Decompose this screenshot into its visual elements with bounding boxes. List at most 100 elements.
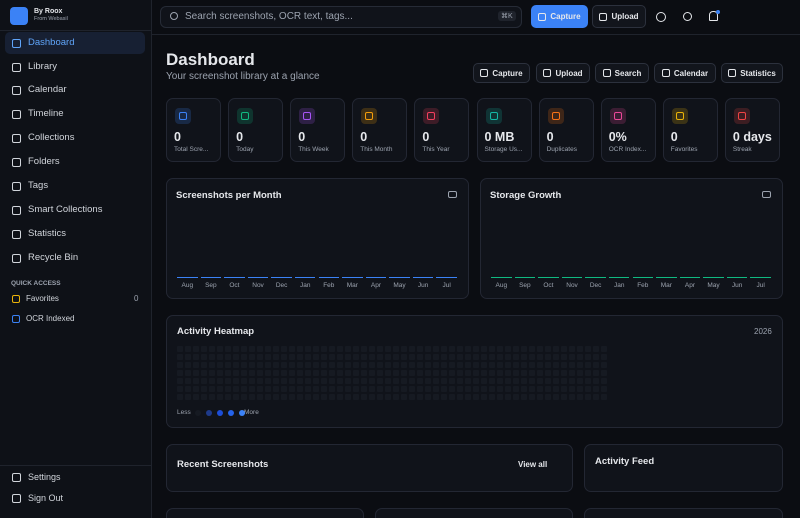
heatmap-cell (505, 386, 511, 392)
action-button[interactable]: Search (595, 63, 649, 83)
heatmap-cell (457, 378, 463, 384)
x-tick-label: Jan (613, 282, 625, 289)
quick-item[interactable]: OCR Indexed (26, 314, 75, 323)
heatmap-cell (473, 354, 479, 360)
heatmap-cell (217, 386, 223, 392)
nav-icon (12, 63, 21, 72)
magic-icon[interactable] (656, 12, 666, 22)
nav-item[interactable]: Dashboard (28, 37, 75, 48)
action-button[interactable]: Calendar (654, 63, 716, 83)
heatmap-cell (289, 354, 295, 360)
notification-icon[interactable] (709, 11, 718, 21)
heatmap-cell (337, 362, 343, 368)
heatmap-cell (489, 370, 495, 376)
nav-item[interactable]: Timeline (28, 108, 64, 119)
quick-icon (12, 295, 20, 303)
heatmap-cell (601, 354, 607, 360)
icon (728, 69, 737, 77)
nav-item[interactable]: Recycle Bin (28, 252, 79, 263)
heatmap-cell (321, 346, 327, 352)
bar (703, 276, 724, 278)
heatmap-cell (393, 370, 399, 376)
bar (632, 276, 654, 278)
nav-item[interactable]: Tags (28, 180, 49, 191)
footer-icon (12, 473, 21, 482)
heatmap-cell (329, 362, 335, 368)
x-tick-label: Dec (275, 282, 288, 289)
heatmap-cell (417, 394, 423, 400)
heatmap-cell (497, 362, 503, 368)
legend-more: More (244, 409, 259, 416)
heatmap-cell (441, 354, 447, 360)
heatmap-cell (521, 354, 527, 360)
stat-label: This Week (298, 146, 329, 153)
stat-value: 0 (236, 130, 244, 144)
search-box[interactable] (160, 6, 522, 28)
bar (514, 276, 536, 278)
legend-swatch (228, 410, 234, 416)
heatmap-cell (353, 394, 359, 400)
bar (679, 276, 701, 278)
x-tick-label: Mar (660, 282, 672, 289)
heatmap-cell (345, 378, 351, 384)
heatmap-cell (409, 354, 415, 360)
quick-item[interactable]: Favorites (26, 294, 59, 303)
heatmap-cell (513, 386, 519, 392)
action-button[interactable]: Capture (473, 63, 530, 83)
heatmap-cell (449, 354, 455, 360)
heatmap-cell (401, 362, 407, 368)
heatmap-cell (345, 370, 351, 376)
chart-title: Storage Growth (490, 190, 562, 201)
heatmap-cell (425, 386, 431, 392)
upload-button[interactable]: Upload (592, 5, 646, 28)
label: Upload (555, 68, 583, 78)
view-all-link[interactable]: View all (518, 460, 548, 469)
heatmap-cell (273, 362, 279, 368)
theme-icon[interactable] (683, 12, 692, 21)
heatmap-cell (337, 370, 343, 376)
heatmap-cell (433, 378, 439, 384)
heatmap-cell (393, 346, 399, 352)
heatmap-cell (193, 394, 199, 400)
nav-item[interactable]: Smart Collections (28, 204, 103, 215)
nav-item[interactable]: Folders (28, 156, 60, 167)
heatmap-cell (601, 378, 607, 384)
heatmap-cell (521, 386, 527, 392)
heatmap-cell (465, 386, 471, 392)
action-button[interactable]: Statistics (721, 63, 783, 83)
heatmap-cell (193, 378, 199, 384)
capture-button[interactable]: Capture (531, 5, 588, 28)
divider (0, 465, 151, 466)
heatmap-cell (193, 362, 199, 368)
heatmap-cell (401, 394, 407, 400)
heatmap-cell (497, 354, 503, 360)
nav-item[interactable]: Statistics (28, 228, 67, 239)
heatmap-cell (481, 386, 487, 392)
logo (10, 7, 28, 25)
footer-icon (12, 494, 21, 503)
bar (538, 276, 559, 278)
heatmap-cell (329, 346, 335, 352)
action-button[interactable]: Upload (536, 63, 590, 83)
search-icon (170, 12, 178, 20)
footer-item[interactable]: Sign Out (28, 493, 64, 503)
heatmap-cell (465, 362, 471, 368)
heatmap-cell (297, 346, 303, 352)
stat-card (414, 98, 470, 162)
heatmap-cell (377, 378, 383, 384)
heatmap-cell (321, 394, 327, 400)
heatmap-cell (425, 354, 431, 360)
footer-item[interactable]: Settings (28, 472, 61, 482)
x-tick-label: Apr (684, 282, 695, 289)
heatmap-cell (305, 378, 311, 384)
nav-item[interactable]: Library (28, 61, 58, 72)
nav-item[interactable]: Calendar (28, 84, 67, 95)
heatmap-cell (417, 386, 423, 392)
x-tick-label: Mar (346, 282, 358, 289)
heatmap-cell (465, 394, 471, 400)
heatmap-cell (233, 370, 239, 376)
heatmap-cell (529, 354, 535, 360)
nav-item[interactable]: Collections (28, 132, 75, 143)
heatmap-cell (369, 354, 375, 360)
